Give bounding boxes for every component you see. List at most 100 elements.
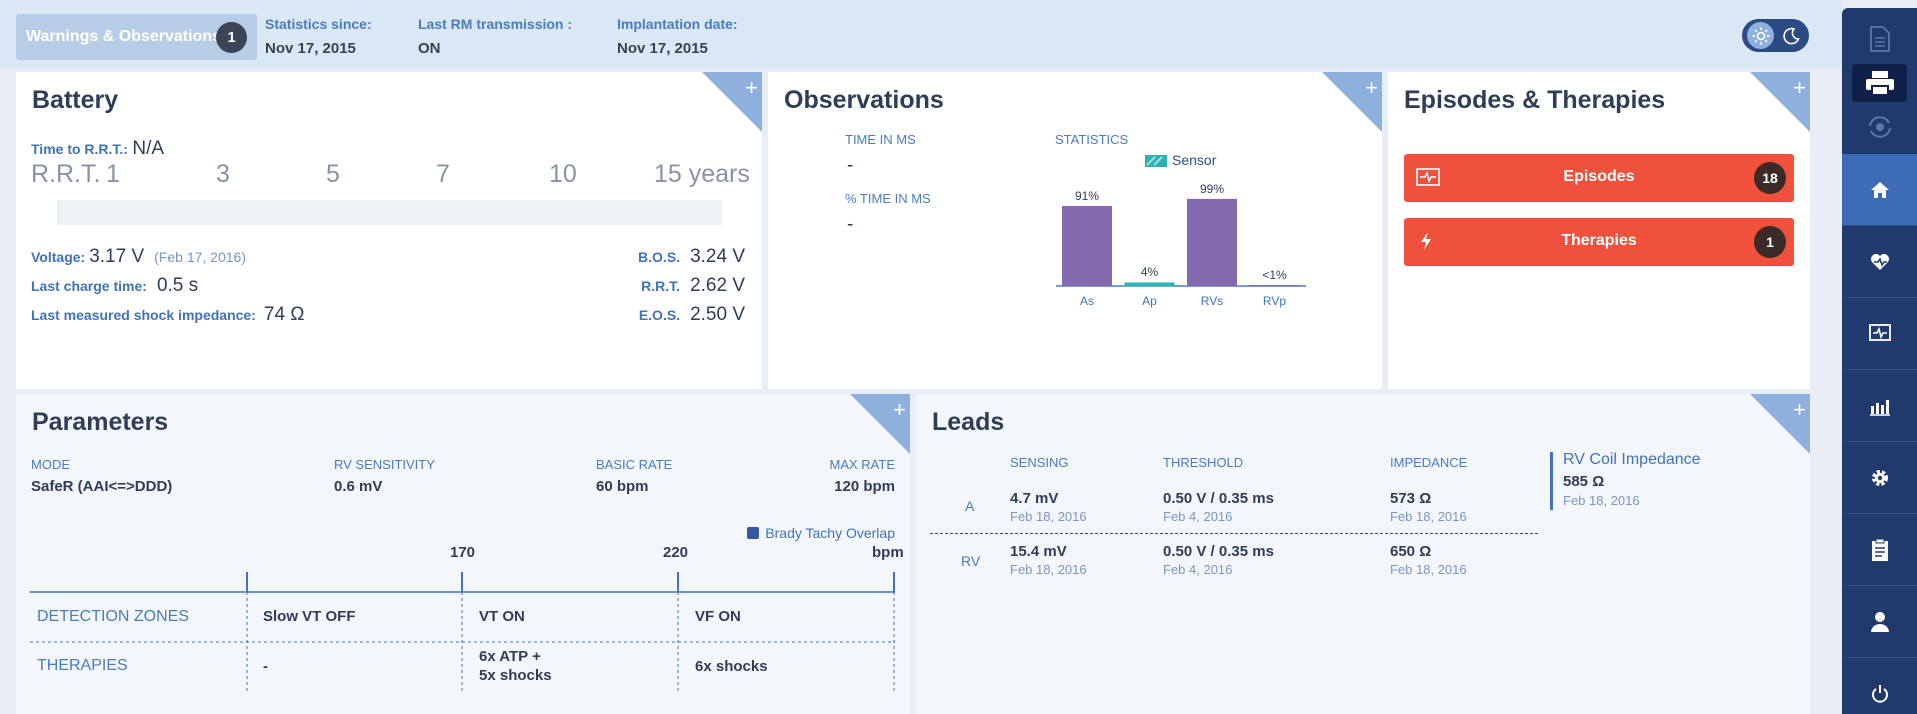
clipboard-icon[interactable] [1842,514,1917,586]
battery-expand-corner[interactable] [702,72,762,132]
legend-label: Sensor [1172,152,1217,168]
rv-coil-value: 585 Ω [1563,473,1605,490]
bar-rvp [1249,285,1300,286]
user-icon[interactable] [1842,586,1917,658]
home-icon[interactable] [1842,154,1917,226]
warnings-observations-button[interactable]: Warnings & Observations 1 [16,14,257,60]
therapy-vt-shocks: 5x shocks [479,667,552,684]
shock-label: Last measured shock impedance: [31,307,256,323]
basic-rate-label: BASIC RATE [596,457,673,472]
episodes-title: Episodes & Therapies [1404,86,1666,114]
lead-row-divider [930,533,1538,534]
therapy-slow-vt: - [263,658,268,675]
bar-value-label: 4% [1141,265,1159,279]
zone-vt: VT ON [479,608,525,625]
lead-rv-impedance-date: Feb 18, 2016 [1390,562,1467,577]
episodes-label: Episodes [1563,168,1635,185]
charge-value: 0.5 s [156,275,199,296]
tick-220: 220 [663,544,689,561]
bar-category-label: As [1080,294,1094,308]
parameters-title: Parameters [32,408,169,436]
top-bar: Warnings & Observations 1 Statistics sin… [0,0,1842,68]
tick-170: 170 [450,544,476,561]
rrt-label: R.R.T. [641,278,681,294]
bar-chart-icon[interactable] [1842,370,1917,442]
monitor-pulse-icon [1416,168,1440,191]
parameters-expand-corner[interactable] [850,394,910,454]
max-rate-value: 120 bpm [834,478,895,495]
lightning-icon [1420,232,1432,255]
battery-card: Battery + Time to R.R.T.: N/A [16,72,762,389]
therapy-vt-atp: 6x ATP + [479,648,541,665]
implantation-value: Nov 17, 2015 [617,40,708,57]
plus-icon[interactable]: + [1793,397,1806,422]
therapies-count-badge: 1 [1754,226,1786,258]
time-ms-value: - [847,155,854,176]
shock-row: Last measured shock impedance: 74 Ω [31,304,305,326]
implantation-label: Implantation date: [617,16,738,32]
time-to-rrt: Time to R.R.T.: N/A [31,138,164,160]
sun-icon[interactable] [1747,22,1774,49]
sensing-header: SENSING [1010,455,1069,470]
scale-end: 15 years [654,160,750,188]
voltage-date: (Feb 17, 2016) [154,249,246,265]
battery-title: Battery [32,86,119,114]
leads-title: Leads [932,408,1005,436]
monitor-pulse-icon[interactable] [1842,298,1917,370]
time-to-rrt-value: N/A [132,138,165,159]
theme-toggle[interactable] [1742,19,1809,52]
observations-expand-corner[interactable] [1322,72,1382,132]
rv-sensitivity-label: RV SENSITIVITY [334,457,435,472]
plus-icon[interactable]: + [745,75,758,100]
rv-coil-date: Feb 18, 2016 [1563,493,1640,508]
bos-value: 3.24 V [690,246,745,267]
eos-value: 2.50 V [690,304,745,325]
parameters-card: Parameters + [16,394,910,714]
statistics-label: STATISTICS [1055,132,1129,147]
gear-icon[interactable] [1842,442,1917,514]
pct-ms-value: - [847,214,854,235]
zone-vf: VF ON [695,608,741,625]
pct-ms-label: % TIME IN MS [845,191,931,206]
plus-icon[interactable]: + [1365,75,1378,100]
rrt-row: R.R.T. 2.62 V [641,275,745,297]
mode-value: SafeR (AAI<=>DDD) [31,478,173,495]
power-icon[interactable] [1842,658,1917,714]
lead-rv-impedance: 650 Ω [1390,543,1432,560]
statistics-bar-chart: Sensor 91% As 4% Ap 99% RVs <1% RVp [1056,152,1306,308]
heart-pulse-icon[interactable] [1842,226,1917,298]
therapies-button[interactable]: Therapies 1 [1404,218,1794,266]
voltage-label: Voltage: [31,249,86,265]
basic-rate-value: 60 bpm [596,478,649,495]
rrt-value: 2.62 V [690,275,745,296]
observations-title: Observations [784,86,944,114]
mode-label: MODE [31,457,70,472]
moon-icon[interactable] [1777,22,1804,49]
charge-row: Last charge time: 0.5 s [31,275,198,297]
impedance-header: IMPEDANCE [1390,455,1468,470]
last-rm-label: Last RM transmission : [418,16,573,32]
bar-value-label: <1% [1262,268,1287,282]
sync-icon[interactable] [1852,108,1907,146]
plus-icon[interactable]: + [893,397,906,422]
bar-value-label: 99% [1200,182,1224,196]
plus-icon[interactable]: + [1793,75,1806,100]
episodes-button[interactable]: Episodes 18 [1404,154,1794,202]
max-rate-label: MAX RATE [829,457,896,472]
warnings-count-badge: 1 [216,22,247,53]
bar-ap [1124,282,1175,287]
bar-category-label: Ap [1142,294,1157,308]
bar-value-label: 91% [1075,189,1099,203]
therapies-label: Therapies [1561,232,1637,249]
time-ms-label: TIME IN MS [845,132,916,147]
leads-expand-corner[interactable] [1750,394,1810,454]
scale-tick: 3 [216,160,230,188]
document-icon[interactable] [1852,20,1907,58]
episodes-expand-corner[interactable] [1750,72,1810,132]
lead-a-threshold: 0.50 V / 0.35 ms [1163,490,1274,507]
printer-icon[interactable] [1852,64,1907,102]
lead-a-impedance: 573 Ω [1390,490,1432,507]
tick-unit: bpm [872,544,904,561]
bos-row: B.O.S. 3.24 V [638,246,745,268]
lead-a-sensing: 4.7 mV [1010,490,1059,507]
